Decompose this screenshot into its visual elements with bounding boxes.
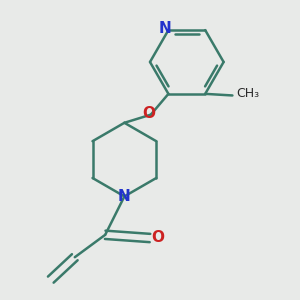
Text: O: O	[143, 106, 156, 121]
Text: O: O	[152, 230, 164, 245]
Text: N: N	[159, 21, 172, 36]
Text: N: N	[118, 189, 131, 204]
Text: CH₃: CH₃	[236, 87, 260, 101]
